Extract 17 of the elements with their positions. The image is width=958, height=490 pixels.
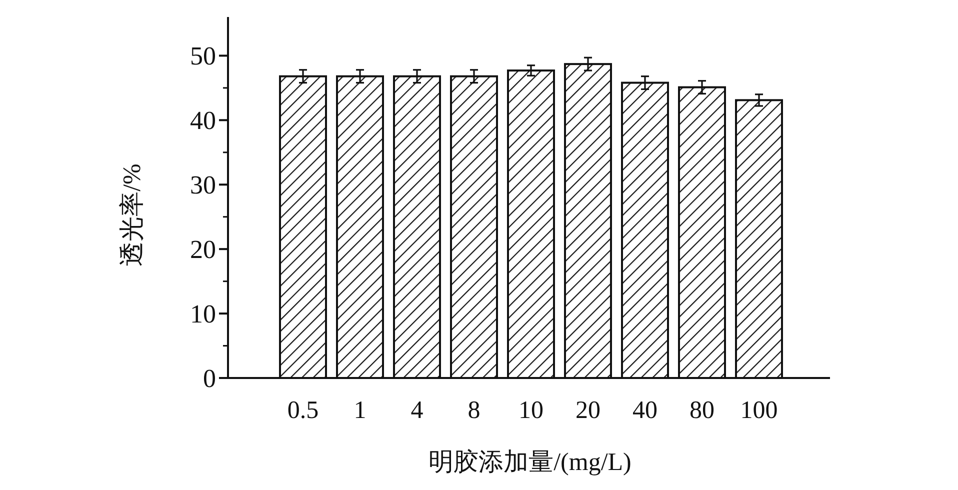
x-tick-label: 40 bbox=[632, 397, 658, 424]
x-tick-label: 4 bbox=[410, 397, 424, 424]
x-tick-label: 80 bbox=[690, 397, 714, 424]
x-tick-label: 100 bbox=[740, 397, 778, 424]
y-tick-label: 10 bbox=[190, 300, 216, 329]
y-tick-label: 20 bbox=[190, 235, 216, 264]
x-tick-label: 8 bbox=[468, 397, 480, 424]
y-tick-label: 50 bbox=[190, 42, 216, 71]
y-tick-label: 0 bbox=[203, 364, 216, 393]
x-axis-title: 明胶添加量/(mg/L) bbox=[428, 448, 632, 476]
y-axis-title: 透光率/% bbox=[118, 164, 146, 266]
x-tick-label: 0.5 bbox=[287, 397, 319, 424]
x-tick-label: 10 bbox=[518, 397, 544, 424]
y-tick-label: 40 bbox=[190, 106, 216, 136]
x-tick-label: 20 bbox=[576, 397, 600, 424]
y-tick-label: 30 bbox=[190, 170, 216, 200]
x-tick-label: 1 bbox=[354, 397, 366, 424]
